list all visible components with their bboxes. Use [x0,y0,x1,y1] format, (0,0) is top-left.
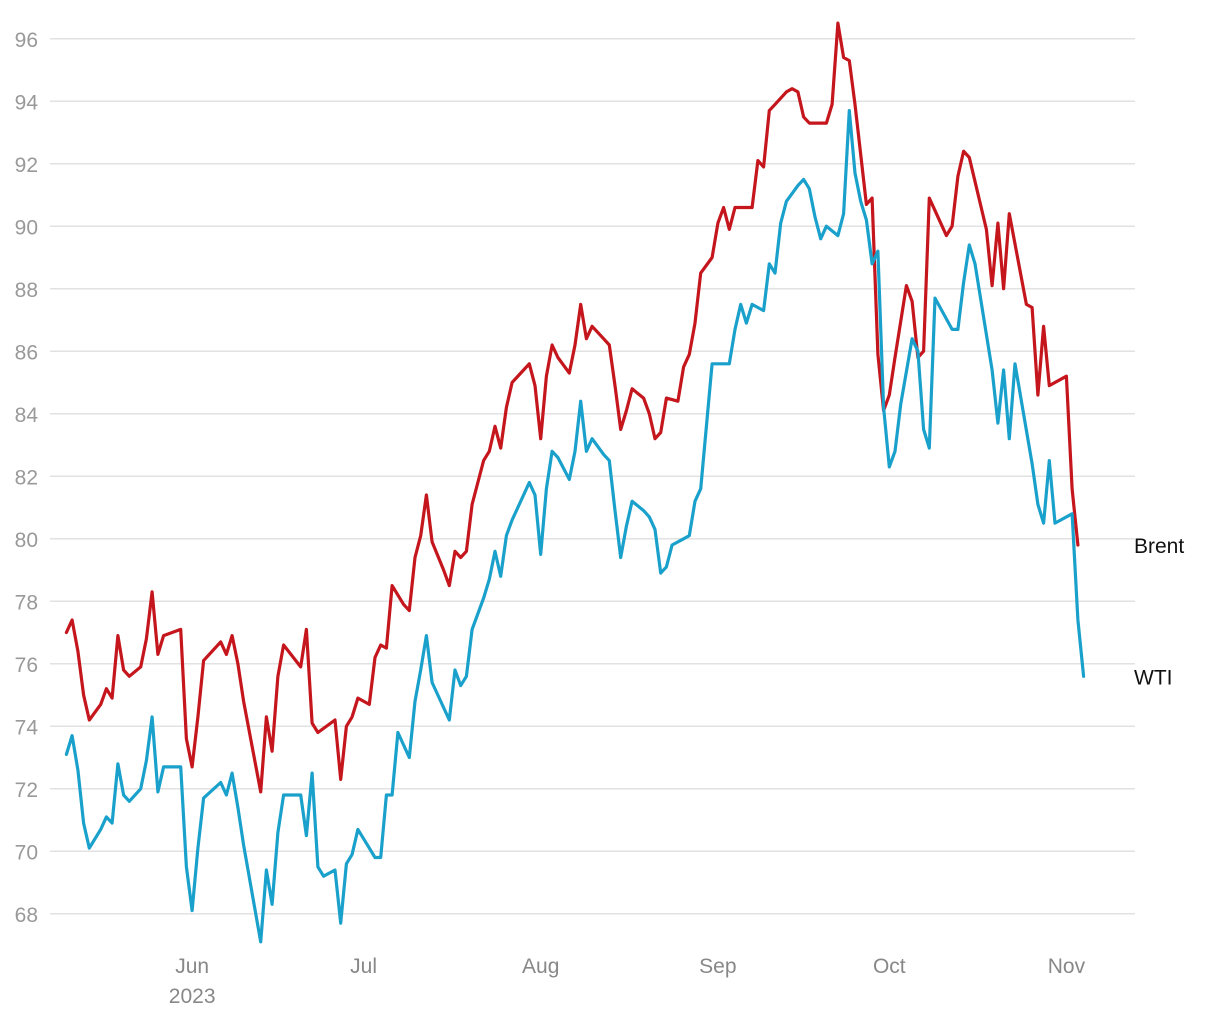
series-label-wti: WTI [1134,666,1172,689]
y-tick-label: 90 [15,216,38,239]
y-tick-label: 92 [15,154,38,177]
x-tick-year-label: 2023 [169,985,216,1008]
series-label-brent: Brent [1134,535,1184,558]
y-tick-label: 74 [15,716,39,739]
x-axis: Jun 2023 Jul Aug Sep Oct Nov [169,955,1086,1008]
y-tick-label: 78 [15,591,38,614]
series-lines [64,21,1086,944]
y-tick-label: 70 [15,841,38,864]
series-line-brent [64,21,1080,794]
x-tick-label: Jun [175,955,209,978]
y-tick-label: 72 [15,779,38,802]
y-tick-label: 80 [15,529,38,552]
y-axis: 68 70 72 74 76 78 80 82 84 86 88 90 92 94 96 [15,29,39,927]
y-tick-label: 82 [15,466,38,489]
x-tick-label: Oct [873,955,906,978]
y-tick-label: 76 [15,654,38,677]
y-tick-label: 68 [15,904,38,927]
x-tick-label: Aug [522,955,559,978]
x-tick-label: Sep [699,955,736,978]
series-line-wti [64,109,1086,944]
x-tick-label: Jul [350,955,377,978]
x-tick-label: Nov [1048,955,1086,978]
gridlines [50,38,1135,915]
series-labels: Brent WTI [1134,535,1184,689]
y-tick-label: 86 [15,341,38,364]
y-tick-label: 94 [15,91,39,114]
y-tick-label: 84 [15,404,39,427]
y-tick-label: 88 [15,279,38,302]
y-tick-label: 96 [15,29,38,52]
